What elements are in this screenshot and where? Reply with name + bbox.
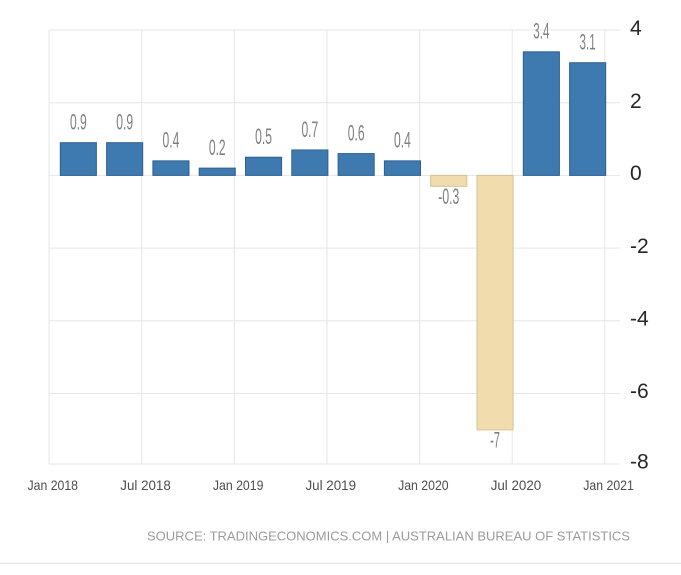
svg-text:0.2: 0.2 — [209, 135, 226, 160]
svg-text:3.4: 3.4 — [533, 19, 549, 44]
svg-text:-8: -8 — [630, 451, 649, 474]
svg-text:3.1: 3.1 — [580, 30, 596, 55]
svg-text:4: 4 — [630, 17, 642, 40]
svg-text:-2: -2 — [630, 235, 649, 258]
svg-text:Jan 2021: Jan 2021 — [583, 477, 634, 493]
svg-text:2: 2 — [630, 90, 642, 113]
svg-text:0.7: 0.7 — [301, 117, 318, 142]
svg-text:-0.3: -0.3 — [438, 184, 459, 209]
svg-text:0.5: 0.5 — [255, 124, 272, 149]
svg-text:Jan 2020: Jan 2020 — [398, 477, 449, 493]
svg-text:0.4: 0.4 — [394, 128, 411, 153]
svg-text:Jan 2018: Jan 2018 — [28, 477, 79, 493]
svg-text:0.9: 0.9 — [116, 109, 133, 134]
svg-text:SOURCE: TRADINGECONOMICS.COM |: SOURCE: TRADINGECONOMICS.COM | AUSTRALIA… — [147, 529, 630, 544]
svg-text:-6: -6 — [630, 380, 649, 403]
svg-text:0.4: 0.4 — [163, 128, 180, 153]
svg-text:0.6: 0.6 — [348, 120, 365, 145]
svg-text:0.9: 0.9 — [70, 109, 87, 134]
svg-text:-4: -4 — [630, 308, 649, 331]
svg-text:Jul 2019: Jul 2019 — [306, 477, 357, 493]
svg-text:0: 0 — [630, 162, 642, 185]
svg-text:Jul 2020: Jul 2020 — [491, 477, 542, 493]
svg-text:Jan 2019: Jan 2019 — [213, 477, 264, 493]
svg-text:-7: -7 — [490, 427, 500, 452]
svg-text:Jul 2018: Jul 2018 — [120, 477, 171, 493]
